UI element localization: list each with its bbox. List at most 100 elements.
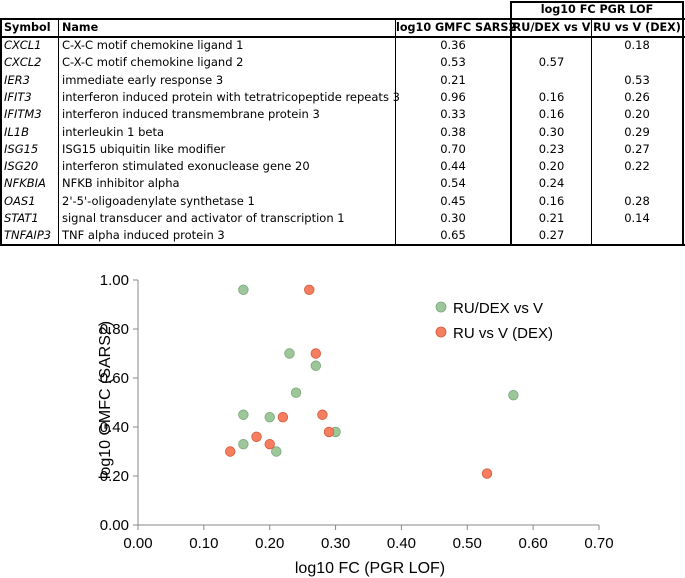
cell-symbol: NFKBIA [4,176,46,191]
chart-axes: 0.00 0.10 0.20 0.30 0.40 0.50 0.60 0.70 0.00 0.20… [100,272,614,552]
cell-gmfc: 0.45 [440,193,466,208]
cell-name: C-X-C motif chemokine ligand 1 [62,38,244,52]
cell-ru-v-dex: 0.18 [624,38,650,52]
cell-ru-v-dex: 0.22 [624,159,650,174]
data-point-ru-dex [290,387,302,398]
table-header-bottom-border [0,36,685,38]
cell-ru-v-dex: 0.53 [624,72,650,87]
cell-ru-dex: 0.20 [538,159,565,174]
y-tick-label: 0.20 [100,468,129,485]
y-tick-label: 0.60 [100,370,129,387]
cell-name: interleukin 1 beta [62,124,165,139]
x-tick-label: 0.40 [387,535,416,552]
cell-ru-dex: 0.16 [538,107,565,122]
cell-name: interferon induced transmembrane protein… [62,107,320,122]
cell-symbol: IFIT3 [4,89,32,104]
chart-legend: RU/DEX vs V RU vs V (DEX) [435,300,553,342]
table-col-divider-2 [395,18,396,246]
cell-gmfc: 0.44 [440,159,466,174]
cell-ru-v-dex: 0.29 [624,124,650,139]
data-point-ru-dex [238,438,249,450]
gene-table: log10 FC PGR LOF Symbol Name log10 GMFC … [0,0,685,246]
cell-symbol: OAS1 [4,193,36,208]
table-col-divider-4 [591,18,592,246]
data-point-ru-v-dex [323,426,335,438]
cell-gmfc: 0.96 [440,89,466,104]
cell-gmfc: 0.70 [440,141,466,156]
col-header-ru-dex: RU/DEX vs V [512,21,591,34]
cell-ru-dex: 0.23 [538,141,565,156]
cell-gmfc: 0.36 [440,38,466,52]
data-point-ru-v-dex [310,348,322,359]
cell-gmfc: 0.65 [440,228,466,243]
cell-gmfc: 0.53 [440,55,466,70]
cell-symbol: ISG15 [4,141,39,156]
table-right-border [682,1,684,246]
x-tick-label: 0.20 [255,535,284,552]
legend-label-ru-dex: RU/DEX vs V [453,300,543,317]
y-tick-label: 0.80 [100,321,129,338]
cell-symbol: CXCL2 [4,55,42,70]
chart-points [224,284,519,479]
data-point-ru-dex [264,411,275,423]
cell-gmfc: 0.21 [440,72,466,87]
table-bottom-border [0,244,685,246]
legend-label-ru-v-dex: RU vs V (DEX) [453,325,553,342]
cell-ru-v-dex: 0.27 [624,141,650,156]
cell-name: interferon stimulated exonuclease gene 2… [62,159,310,174]
cell-ru-dex: 0.57 [538,55,565,70]
data-point-ru-v-dex [264,438,275,450]
data-point-ru-v-dex [277,411,289,423]
cell-ru-dex: 0.24 [538,176,565,191]
legend-marker-ru-v-dex [435,326,447,338]
cell-name: interferon induced protein with tetratri… [62,89,400,104]
cell-ru-dex: 0.30 [538,124,565,139]
cell-symbol: STAT1 [4,211,39,225]
cell-ru-dex: 0.16 [538,89,565,104]
y-tick-label: 1.00 [100,272,129,289]
data-point-ru-dex [284,348,295,359]
cell-name: signal transducer and activator of trans… [62,211,345,225]
cell-ru-dex: 0.27 [538,228,565,243]
data-point-ru-dex [238,284,249,296]
cell-symbol: TNFAIP3 [4,228,52,243]
scatter-chart: 0.00 0.10 0.20 0.30 0.40 0.50 0.60 0.70 0.00 0.20… [97,272,614,577]
col-header-symbol: Symbol [4,21,51,34]
cell-symbol: CXCL1 [4,38,42,52]
data-point-ru-v-dex [304,284,315,296]
x-axis-label: log10 FC (PGR LOF) [295,560,445,577]
data-point-ru-dex [310,360,322,371]
y-axis-label: log10 GMFC (SARS2) [97,321,114,479]
col-header-name: Name [62,21,99,34]
table-col-divider-1 [58,18,59,246]
cell-name: C-X-C motif chemokine ligand 2 [62,55,244,70]
cell-symbol: IL1B [4,124,30,139]
col-header-ru-v-dex: RU vs V (DEX) [593,21,681,34]
x-tick-label: 0.50 [453,535,482,552]
data-point-ru-v-dex [317,409,328,420]
data-point-ru-v-dex [224,446,236,457]
cell-gmfc: 0.38 [440,124,466,139]
cell-gmfc: 0.30 [440,211,466,225]
cell-name: TNF alpha induced protein 3 [62,228,225,243]
data-point-ru-dex [271,446,282,457]
cell-ru-v-dex: 0.14 [624,211,650,225]
data-point-ru-dex [238,409,249,420]
y-tick-label: 0.40 [100,419,129,436]
col-header-gmfc: log10 GMFC SARS2 [396,21,517,34]
cell-name: ISG15 ubiquitin like modifier [62,141,226,156]
group-header: log10 FC PGR LOF [540,3,654,16]
x-tick-label: 0.70 [584,535,613,552]
table-col-divider-3 [510,1,512,246]
cell-gmfc: 0.54 [440,176,466,191]
table-left-border [0,18,2,246]
y-tick-label: 0.00 [100,517,129,534]
cell-gmfc: 0.33 [440,107,466,122]
data-point-ru-v-dex [251,431,262,443]
legend-marker-ru-dex [435,301,447,313]
cell-name: NFKB inhibitor alpha [62,176,180,191]
cell-symbol: IFITM3 [4,107,42,122]
cell-ru-v-dex: 0.28 [624,193,650,208]
cell-name: immediate early response 3 [62,72,224,87]
cell-name: 2'-5'-oligoadenylate synthetase 1 [62,193,255,208]
